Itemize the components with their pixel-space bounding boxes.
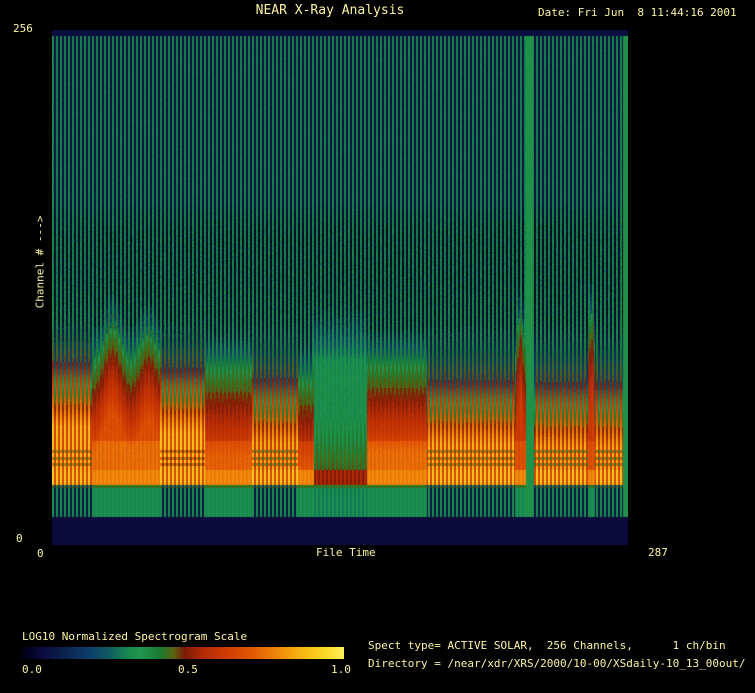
directory-info: Directory = /near/xdr/XRS/2000/10-00/XSd… bbox=[368, 657, 746, 670]
colorbar-tick-0: 0.0 bbox=[22, 663, 42, 676]
colorbar-gradient bbox=[22, 647, 344, 659]
y-axis-label: Channel # ---> bbox=[33, 215, 47, 309]
x-axis-label: File Time bbox=[316, 546, 376, 559]
x-axis-tick-max: 287 bbox=[648, 546, 668, 559]
colorbar-label: LOG10 Normalized Spectrogram Scale bbox=[22, 630, 248, 643]
page-title: NEAR X-Ray Analysis bbox=[255, 3, 405, 18]
spectrogram-heatmap bbox=[52, 30, 628, 545]
y-axis-tick-min: 0 bbox=[16, 532, 23, 545]
spect-type-info: Spect type= ACTIVE SOLAR, 256 Channels, … bbox=[368, 639, 726, 652]
x-axis-tick-min: 0 bbox=[37, 547, 44, 560]
y-axis-tick-max: 256 bbox=[13, 22, 33, 35]
colorbar-tick-05: 0.5 bbox=[178, 663, 198, 676]
date-label: Date: Fri Jun 8 11:44:16 2001 bbox=[538, 6, 737, 19]
colorbar-tick-1: 1.0 bbox=[331, 663, 351, 676]
